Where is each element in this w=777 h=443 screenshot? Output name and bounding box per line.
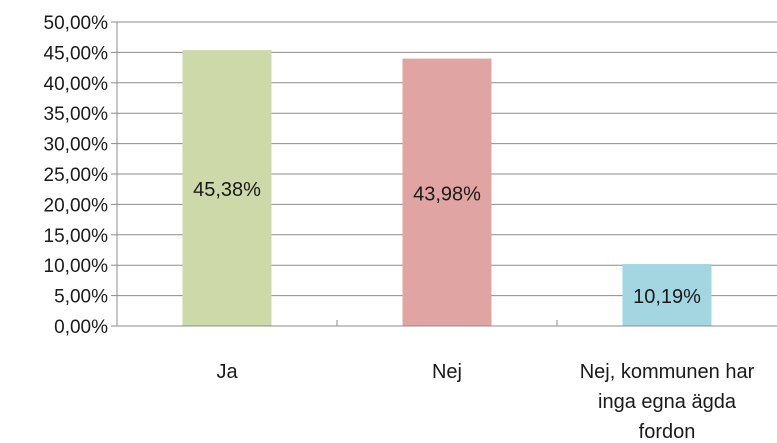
y-tick-label: 30,00% bbox=[44, 135, 109, 156]
bar bbox=[622, 264, 712, 326]
bar bbox=[182, 50, 272, 326]
y-axis-tick-labels: 0,00% 5,00% 10,00% 15,00% 20,00% 25,00% 30,00%… bbox=[44, 13, 109, 338]
y-tick-label: 35,00% bbox=[44, 104, 109, 125]
x-category-label: Ja bbox=[216, 361, 238, 383]
y-tick-label: 20,00% bbox=[44, 195, 109, 216]
y-tick-label: 40,00% bbox=[44, 74, 109, 95]
y-tick-label: 15,00% bbox=[44, 226, 109, 247]
x-category-label: Nej bbox=[432, 361, 462, 383]
x-category-label-line: fordon bbox=[639, 421, 696, 443]
y-tick-label: 45,00% bbox=[44, 43, 109, 64]
y-tick-label: 25,00% bbox=[44, 165, 109, 186]
data-label: 43,98% bbox=[413, 183, 481, 205]
y-tick-label: 5,00% bbox=[54, 287, 108, 308]
y-tick-label: 0,00% bbox=[54, 317, 108, 338]
data-label: 45,38% bbox=[193, 179, 261, 201]
bar bbox=[402, 58, 492, 327]
x-category-label: Nej, kommunen har inga egna ägda fordon bbox=[580, 361, 755, 443]
x-category-label-line: Nej bbox=[432, 361, 462, 383]
bars bbox=[182, 50, 712, 327]
x-axis-category-labels: Ja Nej Nej, kommunen har inga egna ägda ford… bbox=[216, 361, 754, 443]
y-tick-label: 10,00% bbox=[44, 256, 109, 277]
y-tick-label: 50,00% bbox=[44, 13, 109, 34]
x-category-label-line: inga egna ägda bbox=[598, 391, 737, 413]
x-category-label-line: Nej, kommunen har bbox=[580, 361, 755, 383]
data-label: 10,19% bbox=[633, 286, 701, 308]
x-category-label-line: Ja bbox=[216, 361, 238, 383]
axes bbox=[111, 21, 777, 327]
data-labels: 45,38% 43,98% 10,19% bbox=[193, 179, 701, 308]
